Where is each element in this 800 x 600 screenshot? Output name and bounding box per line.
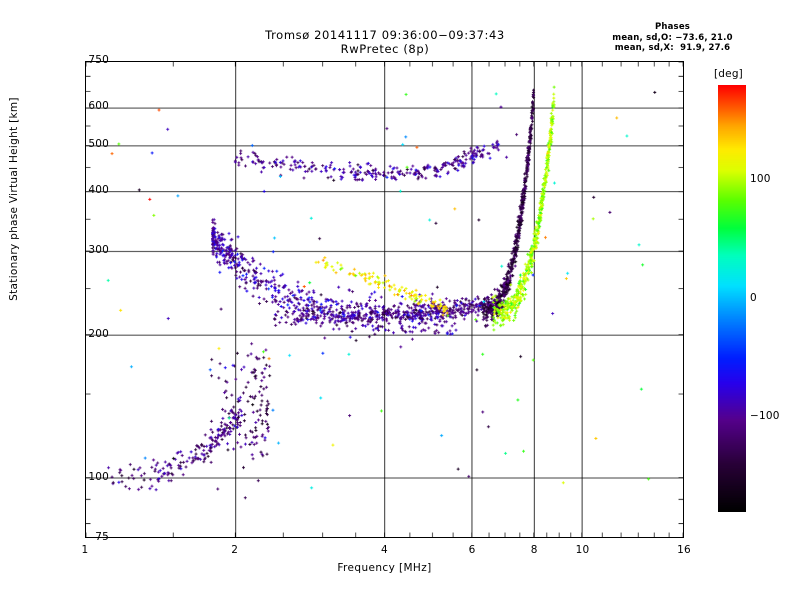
x-tick-16: 16 [677, 544, 691, 556]
y-tick-75: 75 [95, 531, 109, 543]
colorbar-gradient [718, 85, 746, 512]
x-axis-label: Frequency [MHz] [337, 562, 432, 574]
colorbar-unit-label: [deg] [714, 68, 743, 80]
y-tick-500: 500 [88, 137, 109, 150]
chart-title: Tromsø 20141117 09:36:00−09:37:43 [265, 28, 505, 42]
x-tick-1: 1 [81, 544, 89, 556]
y-tick-400: 400 [88, 184, 109, 197]
scatter-plot-canvas [86, 62, 683, 537]
y-tick-600: 600 [88, 100, 109, 113]
x-tick-8: 8 [530, 544, 538, 556]
phase-stats-x: mean, sd,X: 91.9, 27.6 [614, 43, 731, 53]
colorbar-tick-1: 0 [750, 291, 757, 304]
y-tick-750: 750 [88, 54, 109, 66]
colorbar [718, 85, 746, 512]
phase-stats-heading: Phases [654, 22, 691, 32]
y-tick-100: 100 [88, 471, 109, 484]
x-tick-4: 4 [381, 544, 388, 556]
y-tick-300: 300 [88, 243, 109, 256]
y-tick-200: 200 [88, 327, 109, 340]
phase-stats-annotation: Phases mean, sd,O: −73.6, 21.0 mean, sd,… [565, 22, 780, 54]
x-tick-10: 10 [575, 544, 590, 556]
chart-subtitle: RwPretec (8p) [340, 42, 430, 56]
x-tick-6: 6 [468, 544, 476, 556]
x-tick-2: 2 [231, 544, 239, 556]
colorbar-tick-0: 100 [750, 172, 771, 185]
phase-stats-o: mean, sd,O: −73.6, 21.0 [612, 32, 733, 43]
colorbar-tick-2: −100 [750, 410, 780, 423]
y-axis-label: Stationary phase Virtual Height [km] [8, 97, 20, 301]
plot-area [85, 61, 684, 538]
